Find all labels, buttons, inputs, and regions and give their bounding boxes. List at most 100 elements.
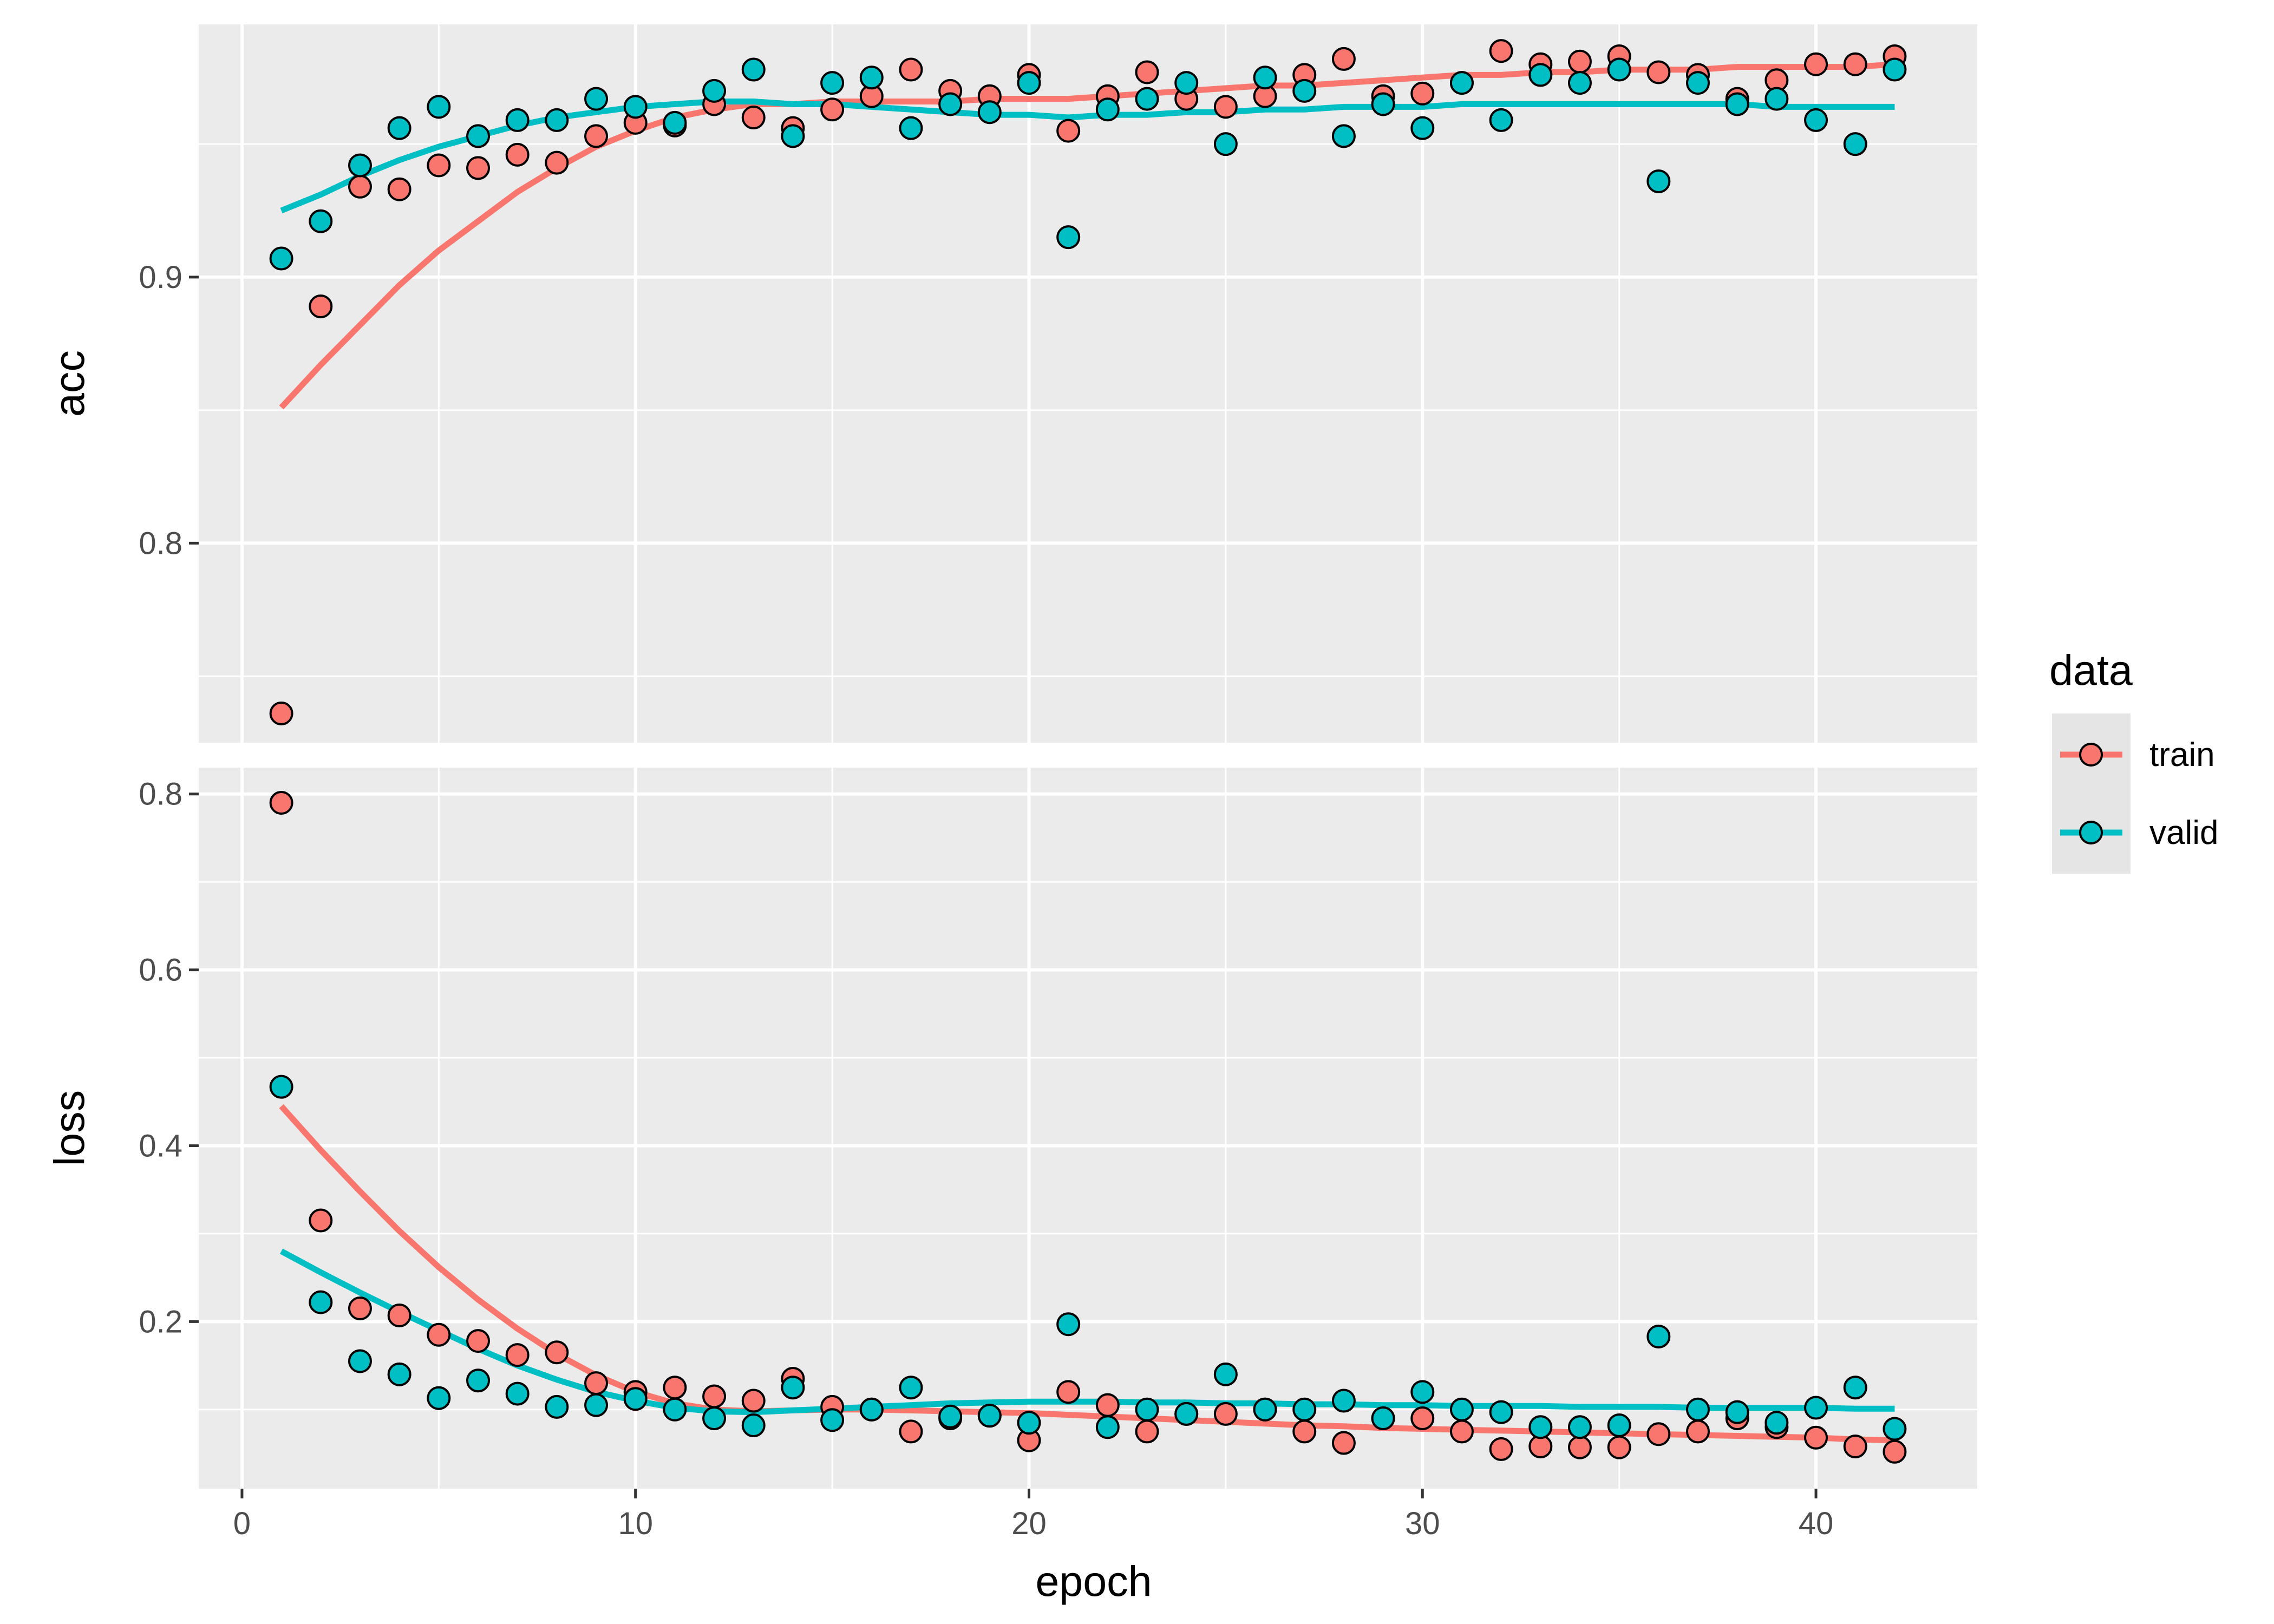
point-valid [1883, 1417, 1907, 1441]
point-valid [859, 66, 884, 90]
point-valid [1135, 87, 1159, 111]
point-valid [702, 1406, 727, 1431]
point-valid [1371, 1406, 1395, 1431]
point-valid [1607, 57, 1631, 82]
point-train [1843, 52, 1867, 76]
point-valid [741, 57, 766, 82]
legend-key-point-valid [2079, 821, 2103, 844]
point-valid [269, 1075, 293, 1099]
point-valid [584, 87, 609, 111]
point-train [1410, 1406, 1435, 1431]
x-tick-label: 20 [1011, 1506, 1047, 1541]
point-train [1804, 1425, 1828, 1450]
point-train [1410, 81, 1435, 106]
point-valid [820, 1408, 845, 1432]
point-train [899, 57, 923, 82]
point-valid [741, 1413, 766, 1438]
point-valid [387, 1362, 411, 1386]
point-valid [466, 124, 491, 148]
point-valid [899, 1376, 923, 1400]
point-valid [505, 1381, 530, 1406]
point-train [466, 1329, 491, 1353]
legend-entries: train valid [2060, 736, 2219, 852]
point-valid [427, 1386, 451, 1410]
point-valid [899, 116, 923, 140]
point-train [1607, 1435, 1631, 1459]
point-valid [1646, 1324, 1671, 1348]
point-train [584, 124, 609, 148]
point-valid [1883, 57, 1907, 82]
legend-title: data [2049, 646, 2133, 694]
point-train [1567, 1435, 1592, 1459]
point-train [702, 1384, 727, 1409]
point-train [505, 142, 530, 167]
point-train [427, 153, 451, 178]
point-train [427, 1322, 451, 1347]
point-valid [309, 1290, 333, 1314]
point-valid [427, 95, 451, 119]
point-valid [545, 108, 569, 132]
point-train [1056, 119, 1081, 143]
point-valid [1213, 132, 1238, 156]
point-valid [1331, 1389, 1356, 1413]
point-valid [584, 1393, 609, 1417]
point-train [387, 1303, 411, 1327]
point-train [1489, 39, 1513, 63]
point-valid [1017, 1411, 1041, 1435]
point-valid [1017, 71, 1041, 95]
point-train [741, 1389, 766, 1413]
point-train [1449, 1419, 1474, 1444]
point-valid [1804, 108, 1828, 132]
point-train [466, 156, 491, 180]
point-train [820, 97, 845, 122]
point-train [1056, 1380, 1081, 1404]
point-valid [348, 153, 372, 178]
point-train [1213, 95, 1238, 119]
point-train [348, 174, 372, 199]
panel-background [199, 768, 1977, 1489]
y-axis-title: loss [45, 1090, 93, 1167]
point-valid [1135, 1397, 1159, 1422]
point-valid [938, 1404, 963, 1429]
point-valid [1725, 1400, 1749, 1424]
point-valid [1174, 71, 1199, 95]
point-train [1843, 1435, 1867, 1459]
point-train [1135, 1419, 1159, 1444]
point-valid [1804, 1396, 1828, 1420]
point-valid [1685, 71, 1710, 95]
y-tick-label: 0.9 [139, 260, 182, 295]
point-train [663, 1376, 687, 1400]
point-train [1331, 1431, 1356, 1455]
point-valid [702, 78, 727, 103]
point-train [1646, 60, 1671, 84]
point-valid [1292, 78, 1317, 103]
point-valid [1449, 1397, 1474, 1422]
point-valid [781, 124, 805, 148]
panel-background [199, 24, 1977, 743]
point-valid [623, 95, 648, 119]
point-valid [1567, 1415, 1592, 1439]
point-valid [348, 1349, 372, 1373]
point-valid [1489, 1400, 1513, 1424]
point-valid [623, 1387, 648, 1411]
y-tick-label: 0.8 [139, 526, 182, 561]
x-tick-label: 40 [1799, 1506, 1834, 1541]
point-valid [1095, 97, 1120, 122]
point-train [348, 1296, 372, 1320]
point-train [269, 790, 293, 815]
point-train [1804, 52, 1828, 76]
point-valid [1331, 124, 1356, 148]
point-valid [977, 1404, 1002, 1428]
point-train [1646, 1422, 1671, 1446]
y-tick-label: 0.2 [139, 1304, 182, 1339]
point-valid [1449, 71, 1474, 95]
point-valid [1095, 1415, 1120, 1439]
point-valid [938, 92, 963, 116]
point-valid [1056, 1312, 1081, 1337]
point-valid [1528, 63, 1553, 87]
point-train [899, 1419, 923, 1444]
point-valid [663, 1397, 687, 1422]
point-valid [1292, 1397, 1317, 1422]
point-train [505, 1343, 530, 1367]
point-valid [1843, 132, 1867, 156]
